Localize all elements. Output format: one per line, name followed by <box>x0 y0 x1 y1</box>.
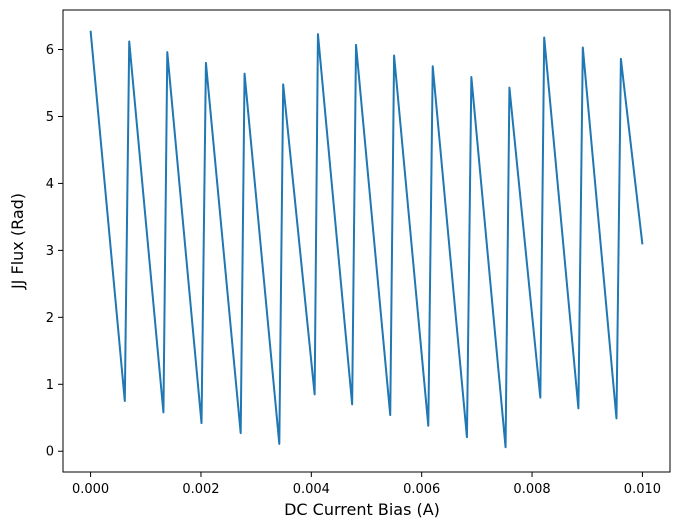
y-tick-label: 1 <box>46 378 54 393</box>
y-tick-label: 0 <box>46 445 54 460</box>
x-tick-label: 0.008 <box>513 482 550 497</box>
x-tick-label: 0.004 <box>293 482 330 497</box>
y-tick-label: 2 <box>46 311 54 326</box>
x-tick-label: 0.000 <box>72 482 109 497</box>
y-axis-label: JJ Flux (Rad) <box>8 193 27 290</box>
y-axis-ticks: 0 1 2 3 4 5 6 <box>46 43 63 460</box>
y-tick-label: 6 <box>46 43 54 58</box>
x-axis-label: DC Current Bias (A) <box>284 500 440 519</box>
y-tick-label: 5 <box>46 110 54 125</box>
x-tick-label: 0.002 <box>182 482 219 497</box>
series-line <box>89 30 644 449</box>
x-tick-label: 0.010 <box>624 482 661 497</box>
y-tick-label: 3 <box>46 244 54 259</box>
x-tick-label: 0.006 <box>403 482 440 497</box>
plot-frame <box>62 9 671 473</box>
y-tick-label: 4 <box>46 177 54 192</box>
x-axis-ticks: 0.000 0.002 0.004 0.006 0.008 0.010 <box>72 472 661 497</box>
